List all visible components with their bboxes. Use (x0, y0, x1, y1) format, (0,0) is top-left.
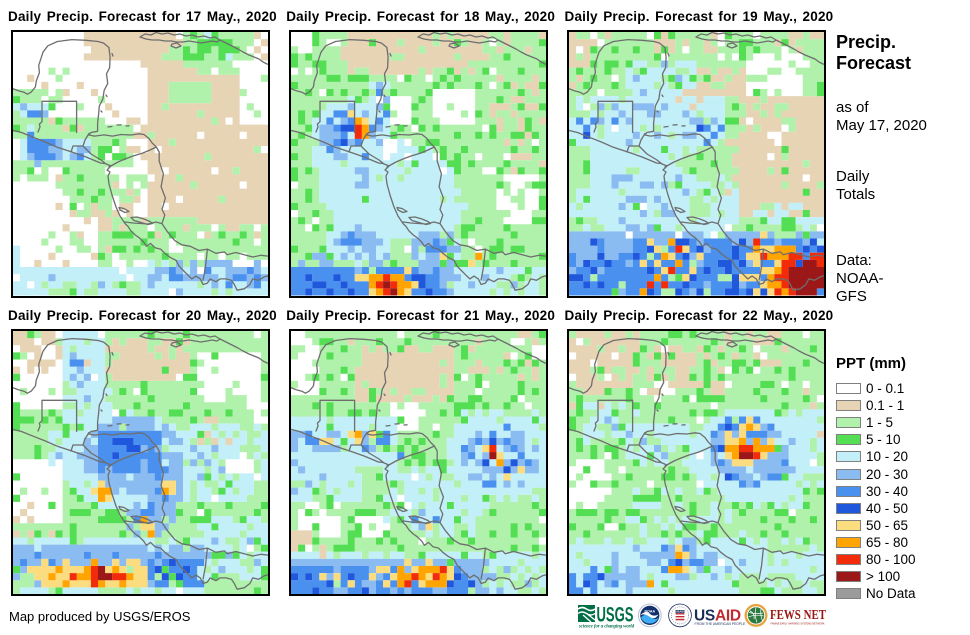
svg-text:USGS: USGS (597, 603, 634, 627)
svg-text:NOAA: NOAA (645, 609, 656, 613)
svg-text:FAMINE EARLY WARNING SYSTEM: FAMINE EARLY WARNING SYSTEMS NETWORK (771, 621, 825, 625)
svg-text:science for a changing world: science for a changing world (578, 624, 634, 630)
svg-text:USAID: USAID (694, 608, 741, 625)
svg-text:FROM THE AMERICAN PEOPLE: FROM THE AMERICAN PEOPLE (695, 622, 747, 626)
svg-text:FEWS NET: FEWS NET (770, 607, 826, 622)
svg-text:USAID: USAID (676, 611, 684, 614)
